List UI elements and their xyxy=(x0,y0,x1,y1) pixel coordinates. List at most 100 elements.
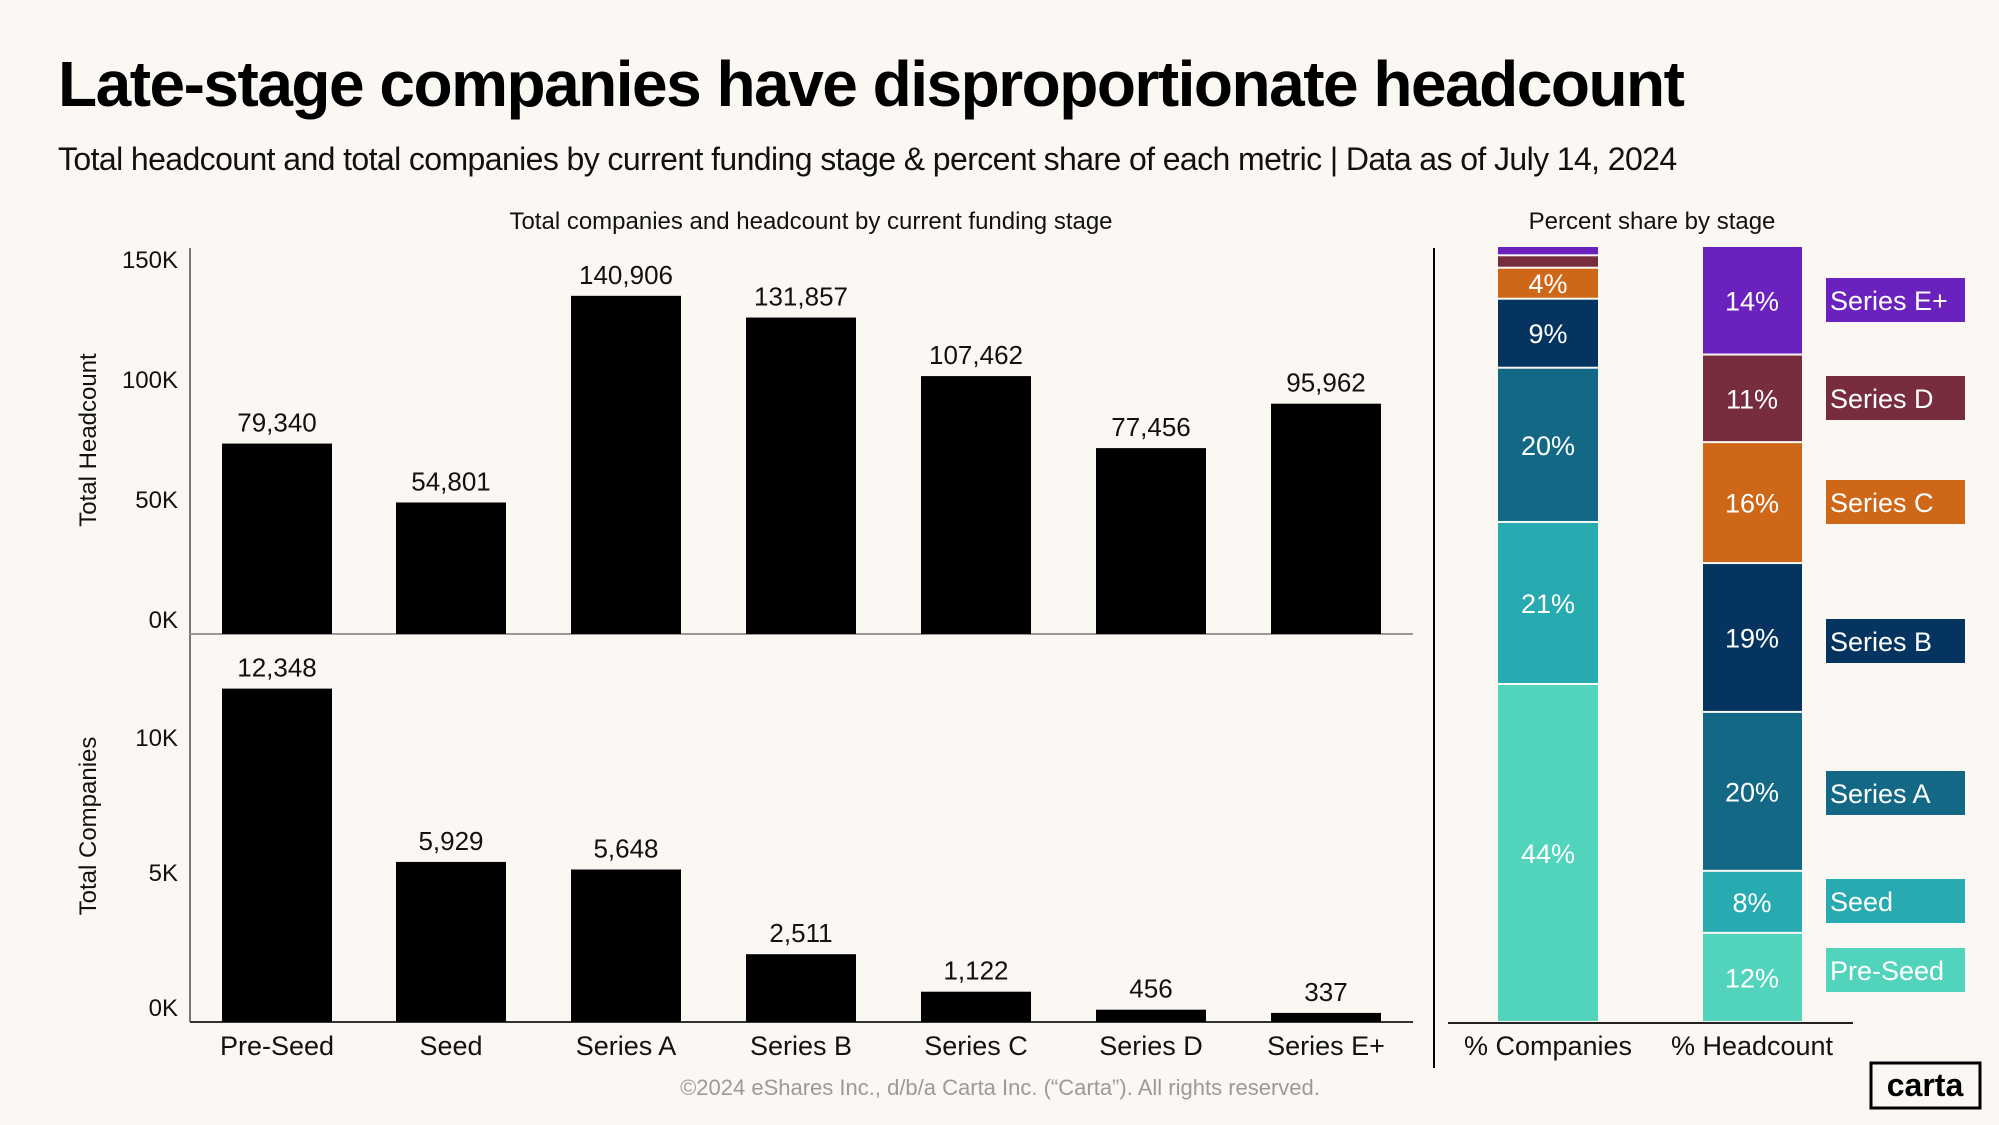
legend-item-series-d: Series D xyxy=(1826,376,1965,420)
data-label: 54,801 xyxy=(411,466,491,496)
y-axis-label: Total Companies xyxy=(75,737,102,916)
legend-swatch xyxy=(1826,771,1965,815)
legend-label: Series C xyxy=(1830,488,1934,518)
legend-swatch xyxy=(1826,948,1965,992)
stack-segment-seed xyxy=(1703,871,1802,932)
data-label: 5,648 xyxy=(593,834,658,864)
segment-label: 11% xyxy=(1726,384,1778,414)
bar-series-d xyxy=(1096,1009,1206,1022)
legend-item-series-c: Series C xyxy=(1826,480,1965,524)
legend-label: Series E+ xyxy=(1830,286,1948,316)
segment-label: 4% xyxy=(1528,269,1567,299)
x-tick-label: Pre-Seed xyxy=(220,1031,334,1061)
segment-label: 21% xyxy=(1521,589,1575,619)
x-tick-label: Series D xyxy=(1099,1031,1203,1061)
legend-item-seed: Seed xyxy=(1826,879,1965,923)
legend-item-series-e-: Series E+ xyxy=(1826,278,1965,322)
stack-segment-series-e- xyxy=(1498,247,1598,255)
segment-label: 20% xyxy=(1521,431,1575,461)
chart-title: Late-stage companies have disproportiona… xyxy=(58,48,1685,120)
y-tick-label: 50K xyxy=(135,487,178,514)
right-chart-title: Percent share by stage xyxy=(1529,208,1776,235)
segment-label: 14% xyxy=(1725,286,1779,316)
x-tick-label: Series E+ xyxy=(1267,1031,1385,1061)
segment-label: 19% xyxy=(1725,623,1779,653)
bar-seed xyxy=(396,861,506,1022)
data-label: 77,456 xyxy=(1111,412,1191,442)
data-label: 79,340 xyxy=(237,408,317,438)
bar-seed xyxy=(396,502,506,634)
stack-segment-series-c xyxy=(1703,443,1802,563)
y-tick-label: 0K xyxy=(149,995,178,1022)
bar-series-a xyxy=(571,869,681,1022)
bar-series-e- xyxy=(1271,1012,1381,1022)
segment-label: 44% xyxy=(1521,839,1575,869)
x-tick-label: Seed xyxy=(419,1031,482,1061)
stack-segment-pre-seed xyxy=(1498,685,1598,1021)
data-label: 107,462 xyxy=(929,340,1023,370)
bar-pre-seed xyxy=(222,688,332,1022)
data-label: 95,962 xyxy=(1286,368,1366,398)
legend-item-pre-seed: Pre-Seed xyxy=(1826,948,1965,992)
segment-label: 9% xyxy=(1528,319,1567,349)
x-tick-label: % Companies xyxy=(1464,1031,1632,1061)
y-tick-label: 10K xyxy=(135,725,178,752)
segment-label: 8% xyxy=(1732,888,1771,918)
stack-segment-seed xyxy=(1498,522,1598,684)
stack-segment-series-e- xyxy=(1703,247,1802,354)
bar-series-e- xyxy=(1271,403,1381,634)
legend-swatch xyxy=(1826,278,1965,322)
bar-series-b xyxy=(746,317,856,634)
legend-swatch xyxy=(1826,619,1965,663)
stack-segment-pre-seed xyxy=(1703,933,1802,1021)
stack-segment-series-c xyxy=(1498,268,1598,298)
legend-swatch xyxy=(1826,879,1965,923)
data-label: 140,906 xyxy=(579,260,673,290)
data-label: 456 xyxy=(1129,974,1172,1004)
stack-segment-series-d xyxy=(1498,256,1598,267)
data-label: 337 xyxy=(1304,977,1347,1007)
data-label: 5,929 xyxy=(418,826,483,856)
bar-series-c xyxy=(921,991,1031,1022)
chart-subtitle: Total headcount and total companies by c… xyxy=(58,141,1677,177)
legend-item-series-a: Series A xyxy=(1826,771,1965,815)
legend-label: Series B xyxy=(1830,627,1932,657)
footer-copyright: ©2024 eShares Inc., d/b/a Carta Inc. (“C… xyxy=(680,1075,1320,1100)
legend-label: Series D xyxy=(1830,384,1934,414)
stack-segment-series-a xyxy=(1703,712,1802,870)
stack-segment-series-a xyxy=(1498,368,1598,521)
left-chart-title: Total companies and headcount by current… xyxy=(509,208,1112,235)
segment-label: 12% xyxy=(1725,963,1779,993)
bar-series-d xyxy=(1096,448,1206,634)
x-tick-label: Series C xyxy=(924,1031,1028,1061)
data-label: 1,122 xyxy=(943,956,1008,986)
bar-pre-seed xyxy=(222,443,332,634)
data-label: 12,348 xyxy=(237,653,317,683)
y-tick-label: 0K xyxy=(149,607,178,634)
data-label: 131,857 xyxy=(754,282,848,312)
legend-label: Series A xyxy=(1830,779,1931,809)
legend-swatch xyxy=(1826,376,1965,420)
legend-label: Seed xyxy=(1830,887,1893,917)
bar-series-b xyxy=(746,954,856,1022)
x-tick-label: Series B xyxy=(750,1031,852,1061)
legend-item-series-b: Series B xyxy=(1826,619,1965,663)
legend-label: Pre-Seed xyxy=(1830,956,1944,986)
x-tick-label: % Headcount xyxy=(1671,1031,1834,1061)
stack-segment-series-b xyxy=(1498,299,1598,367)
carta-logo: carta xyxy=(1869,1061,1982,1110)
y-tick-label: 5K xyxy=(149,860,178,887)
segment-label: 16% xyxy=(1725,489,1779,519)
y-tick-label: 150K xyxy=(122,247,178,274)
legend-swatch xyxy=(1826,480,1965,524)
bar-series-c xyxy=(921,376,1031,634)
x-tick-label: Series A xyxy=(576,1031,677,1061)
segment-label: 20% xyxy=(1725,777,1779,807)
y-axis-label: Total Headcount xyxy=(75,353,102,527)
data-label: 2,511 xyxy=(769,918,832,948)
carta-logo-text: carta xyxy=(1887,1067,1964,1103)
stack-segment-series-d xyxy=(1703,355,1802,442)
y-tick-label: 100K xyxy=(122,367,178,394)
stack-segment-series-b xyxy=(1703,564,1802,711)
